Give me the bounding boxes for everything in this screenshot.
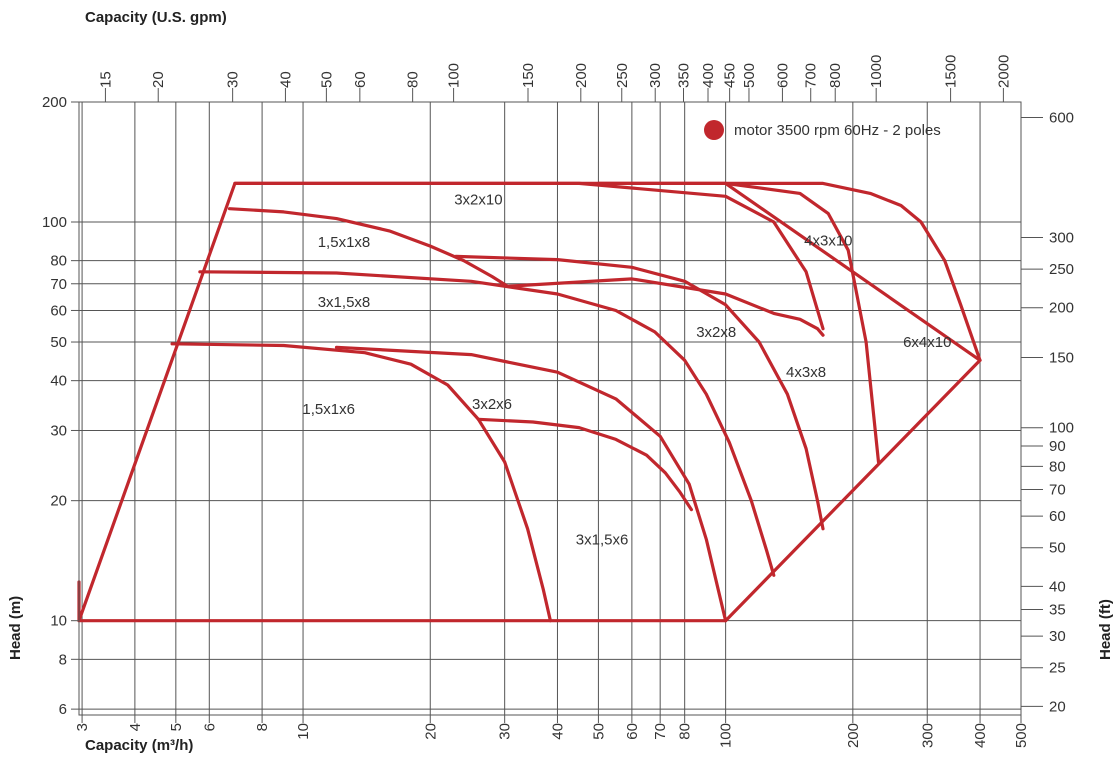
y-tick-label: 10 [50,613,67,630]
legend-label: motor 3500 rpm 60Hz - 2 poles [734,122,941,139]
x-tick-label: 5 [168,723,185,731]
y2-tick-label: 35 [1049,601,1066,618]
x-axis-title: Capacity (m³/h) [85,737,193,754]
right-axis-title: Head (ft) [1097,599,1114,660]
x-tick-label: 80 [677,723,694,740]
y-tick-label: 200 [42,94,67,111]
x-tick-label: 50 [590,723,607,740]
x2-tick-label: 15 [97,71,114,88]
series-line-4x3x8 [506,277,825,337]
top-axis-title: Capacity (U.S. gpm) [85,9,227,26]
x2-tick-label: 60 [352,71,369,88]
x2-tick-label: 150 [520,63,537,88]
x2-tick-label: 40 [277,71,294,88]
series-line-3x1-5x8 [198,270,776,577]
curve-label: 3x2x10 [454,191,502,208]
x2-tick-label: 50 [318,71,335,88]
x2-tick-label: 500 [741,63,758,88]
y2-tick-label: 250 [1049,261,1074,278]
x2-tick-label: 600 [774,63,791,88]
y-tick-label: 80 [50,253,67,270]
grid-lines [79,101,1022,715]
y-tick-label: 60 [50,302,67,319]
y-tick-label: 40 [50,373,67,390]
x-tick-label: 8 [254,723,271,731]
x-tick-label: 30 [497,723,514,740]
x-tick-label: 6 [201,723,218,731]
x-tick-label: 500 [1013,723,1030,748]
y-tick-label: 6 [59,701,67,718]
y2-tick-label: 20 [1049,698,1066,715]
x-tick-label: 60 [624,723,641,740]
legend-marker [704,120,724,140]
y-tick-label: 50 [50,334,67,351]
x-tick-label: 100 [718,723,735,748]
y2-tick-label: 60 [1049,508,1066,525]
x2-tick-label: 250 [614,63,631,88]
tick-group: 3 4 5 6 8 10 20 30 40 50 60 70 80 100 200 300 400 500 6 8 10… [42,55,1074,748]
x2-tick-label: 400 [700,63,717,88]
curve-label-group: 3x2x10 1,5x1x8 4x3x10 3x1,5x8 3x2x8 6x4x10 4x3… [302,191,951,548]
x2-tick-label: 1500 [943,55,960,88]
series-line-3x2x8 [454,254,825,531]
x2-tick-label: 800 [827,63,844,88]
x-tick-label: 70 [652,723,669,740]
x2-tick-label: 30 [225,71,242,88]
x2-tick-label: 80 [405,71,422,88]
y2-tick-label: 25 [1049,660,1066,677]
series-line-1-5x1x8 [227,207,510,288]
curve-label: 1,5x1x6 [302,401,355,418]
y2-tick-label: 70 [1049,481,1066,498]
y2-tick-label: 30 [1049,628,1066,645]
curve-label: 1,5x1x8 [318,234,371,251]
x2-tick-label: 20 [150,71,167,88]
legend: motor 3500 rpm 60Hz - 2 poles [704,120,941,140]
curve-label: 3x1,5x8 [318,294,371,311]
y2-tick-label: 200 [1049,300,1074,317]
y2-tick-label: 300 [1049,230,1074,247]
x-tick-label: 3 [74,723,91,731]
y2-tick-label: 100 [1049,420,1074,437]
y2-tick-label: 40 [1049,578,1066,595]
curve-label: 4x3x8 [786,364,826,381]
y2-tick-label: 600 [1049,109,1074,126]
y2-tick-label: 80 [1049,458,1066,475]
y2-tick-label: 90 [1049,438,1066,455]
x2-tick-label: 700 [803,63,820,88]
curve-label: 3x2x6 [472,396,512,413]
plot-frame [78,101,1022,716]
curve-label: 4x3x10 [804,232,852,249]
x2-tick-label: 2000 [995,55,1012,88]
y2-tick-label: 150 [1049,350,1074,367]
y-axis-title: Head (m) [7,596,24,660]
x-tick-label: 300 [919,723,936,748]
x-tick-label: 4 [127,723,144,731]
x2-tick-label: 300 [647,63,664,88]
x2-tick-label: 450 [722,63,739,88]
curve-label: 3x1,5x6 [576,531,629,548]
series-line-6x4x10 [723,181,982,362]
y-tick-label: 8 [59,651,67,668]
x2-tick-label: 100 [446,63,463,88]
y-tick-label: 70 [50,276,67,293]
x2-tick-label: 350 [676,63,693,88]
y2-tick-label: 50 [1049,540,1066,557]
x-tick-label: 200 [845,723,862,748]
x2-tick-label: 200 [573,63,590,88]
x-tick-label: 20 [422,723,439,740]
y-tick-label: 100 [42,214,67,231]
x-tick-label: 400 [972,723,989,748]
series-line-1-5x1x6 [170,342,553,623]
series-line-3x2x6 [476,417,694,512]
x-tick-label: 40 [549,723,566,740]
x-tick-label: 10 [295,723,312,740]
curve-label: 6x4x10 [903,334,951,351]
curve-label: 3x2x8 [696,324,736,341]
y-tick-label: 20 [50,493,67,510]
y-tick-label: 30 [50,422,67,439]
x2-tick-label: 1000 [868,55,885,88]
series-line-3x1-5x6 [334,345,728,623]
